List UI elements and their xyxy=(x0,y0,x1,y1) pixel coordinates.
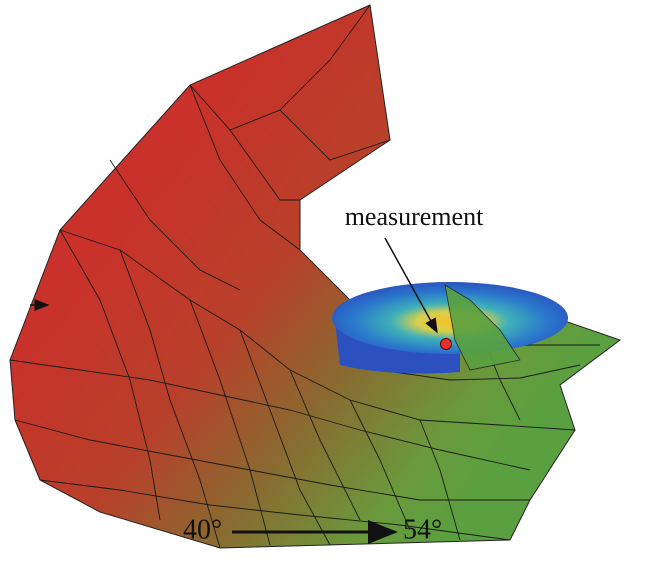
measurement-arrow xyxy=(384,237,438,334)
measurement-point xyxy=(440,338,452,350)
measurement-disc xyxy=(332,282,568,374)
mesh-surface xyxy=(9,4,622,549)
measurement-label: measurement xyxy=(345,202,484,231)
start-angle-label: 40° xyxy=(183,514,222,545)
end-angle-label: 54° xyxy=(403,514,442,545)
